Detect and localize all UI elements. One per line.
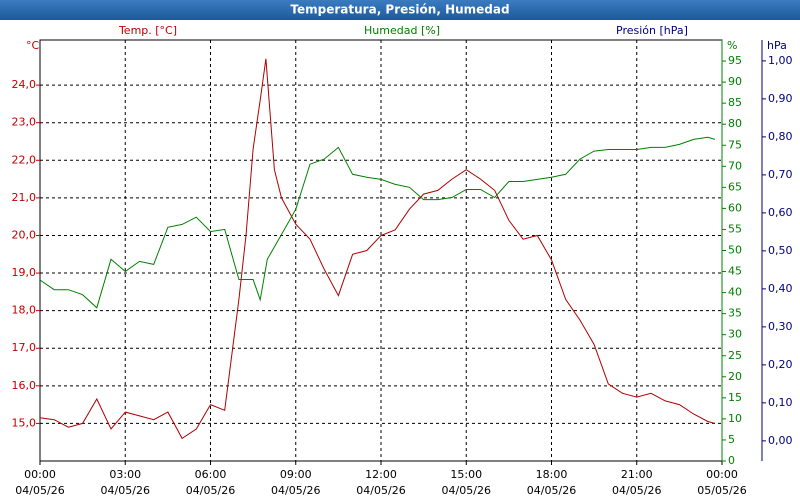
- y-tick-label: 17,0: [12, 341, 37, 354]
- axis-title: Humedad [%]: [364, 24, 440, 37]
- x-tick-date: 04/05/26: [612, 484, 661, 497]
- x-tick-date: 04/05/26: [101, 484, 150, 497]
- y-tick-label: 95: [728, 54, 742, 67]
- y-tick-label: 15,0: [12, 416, 37, 429]
- y-tick-label: 22,0: [12, 153, 37, 166]
- y-tick-label: 1,00: [768, 54, 793, 67]
- y-tick-label: 16,0: [12, 379, 37, 392]
- y-tick-label: 0,60: [768, 206, 793, 219]
- y-tick-label: 0,70: [768, 168, 793, 181]
- y-tick-label: 60: [728, 201, 742, 214]
- y-tick-label: 0,00: [768, 434, 793, 447]
- y-tick-label: 0,80: [768, 130, 793, 143]
- y-tick-label: 65: [728, 180, 742, 193]
- x-tick-label: 00:00: [24, 468, 56, 481]
- x-tick-date: 04/05/26: [271, 484, 320, 497]
- y-tick-label: 70: [728, 159, 742, 172]
- series-line: [39, 58, 716, 440]
- y-tick-label: 0,40: [768, 282, 793, 295]
- y-tick-label: 20,0: [12, 228, 37, 241]
- y-tick-label: 85: [728, 96, 742, 109]
- y-tick-label: 0,20: [768, 358, 793, 371]
- x-tick-label: 21:00: [621, 468, 653, 481]
- title-bar: [0, 0, 800, 20]
- x-tick-label: 03:00: [109, 468, 141, 481]
- y-tick-label: 40: [728, 286, 742, 299]
- x-tick-label: 12:00: [365, 468, 397, 481]
- y-tick-label: 5: [728, 433, 735, 446]
- y-tick-label: 15: [728, 391, 742, 404]
- axis-unit: °C: [26, 39, 40, 52]
- x-tick-label: 06:00: [195, 468, 227, 481]
- x-tick-date: 04/05/26: [15, 484, 64, 497]
- y-tick-label: 10: [728, 412, 742, 425]
- x-tick-label: 09:00: [280, 468, 312, 481]
- y-tick-label: 30: [728, 328, 742, 341]
- y-tick-label: 75: [728, 138, 742, 151]
- x-tick-date: 04/05/26: [186, 484, 235, 497]
- y-tick-label: 0: [728, 454, 735, 467]
- y-tick-label: 19,0: [12, 266, 37, 279]
- y-tick-label: 25: [728, 349, 742, 362]
- y-tick-label: 0,90: [768, 92, 793, 105]
- axis-unit: %: [727, 39, 737, 52]
- x-tick-label: 00:00: [706, 468, 738, 481]
- x-tick-date: 04/05/26: [527, 484, 576, 497]
- y-tick-label: 80: [728, 117, 742, 130]
- y-tick-label: 55: [728, 222, 742, 235]
- x-tick-label: 15:00: [450, 468, 482, 481]
- chart-title: Temperatura, Presión, Humedad: [290, 3, 509, 17]
- y-tick-label: 50: [728, 244, 742, 257]
- y-tick-label: 23,0: [12, 116, 37, 129]
- y-tick-label: 0,10: [768, 396, 793, 409]
- axis-title: Presión [hPa]: [616, 24, 688, 37]
- series-line: [39, 136, 716, 309]
- y-tick-label: 18,0: [12, 304, 37, 317]
- x-tick-date: 04/05/26: [442, 484, 491, 497]
- x-tick-date: 04/05/26: [356, 484, 405, 497]
- x-tick-label: 18:00: [536, 468, 568, 481]
- axis-title: Temp. [°C]: [118, 24, 177, 37]
- y-tick-label: 20: [728, 370, 742, 383]
- x-tick-date: 05/05/26: [697, 484, 746, 497]
- y-tick-label: 35: [728, 307, 742, 320]
- y-tick-label: 21,0: [12, 191, 37, 204]
- y-tick-label: 0,50: [768, 244, 793, 257]
- y-tick-label: 90: [728, 75, 742, 88]
- axis-unit: hPa: [767, 39, 787, 52]
- y-tick-label: 24,0: [12, 78, 37, 91]
- y-tick-label: 0,30: [768, 320, 793, 333]
- y-tick-label: 45: [728, 265, 742, 278]
